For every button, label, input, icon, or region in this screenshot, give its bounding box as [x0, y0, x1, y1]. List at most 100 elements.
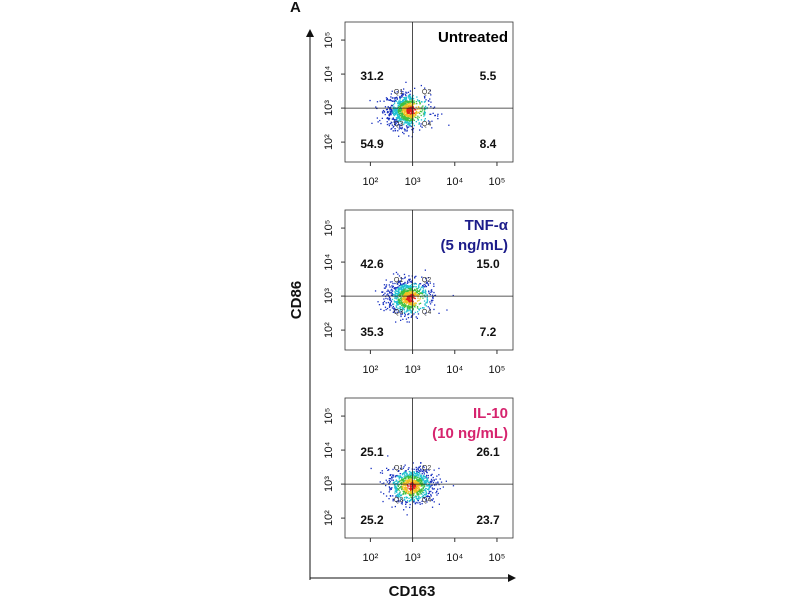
event-dot: [424, 292, 427, 294]
event-dot: [389, 292, 391, 294]
event-dot: [391, 294, 393, 296]
event-dot: [410, 489, 412, 492]
event-dot: [405, 290, 407, 293]
event-dot: [418, 289, 421, 291]
event-dot: [403, 287, 405, 289]
event-dot: [397, 281, 399, 283]
event-dot: [403, 480, 406, 482]
event-dot: [397, 101, 399, 103]
event-dot: [416, 474, 418, 476]
event-dot: [426, 302, 428, 304]
event-dot: [402, 294, 404, 296]
event-dot: [404, 471, 406, 473]
event-dot: [403, 103, 405, 105]
event-dot: [417, 478, 419, 481]
event-dot: [404, 285, 407, 287]
quadrant-events: [371, 108, 414, 138]
y-tick-label: 10³: [323, 100, 335, 116]
event-dot: [415, 286, 417, 288]
event-dot: [417, 493, 419, 495]
event-dot: [409, 286, 412, 288]
event-dot: [413, 493, 415, 495]
event-dot: [403, 108, 405, 110]
event-dot: [392, 474, 395, 476]
event-dot: [412, 94, 414, 97]
event-dot: [414, 480, 417, 482]
event-dot: [419, 307, 422, 310]
event-dot: [405, 318, 408, 320]
event-dot: [395, 119, 397, 121]
event-dot: [408, 291, 410, 294]
panel-label: A: [290, 0, 301, 16]
event-dot: [399, 467, 402, 469]
quadrant-events: [412, 296, 448, 319]
event-dot: [403, 289, 405, 292]
event-dot: [402, 493, 404, 495]
event-dot: [415, 492, 417, 494]
event-dot: [392, 468, 394, 471]
event-dot: [427, 485, 429, 487]
y-tick-label: 10⁴: [323, 441, 335, 458]
event-dot: [428, 497, 430, 500]
quadrant-name: Q2: [422, 465, 431, 472]
event-dot: [393, 106, 395, 108]
quadrant-value: 8.4: [480, 137, 497, 151]
event-dot: [417, 500, 419, 502]
event-dot: [390, 123, 392, 125]
event-dot: [397, 481, 399, 484]
event-dot: [410, 290, 413, 292]
x-tick-label: 10⁵: [489, 552, 506, 564]
event-dot: [408, 500, 410, 503]
event-dot: [410, 472, 412, 475]
event-dot: [395, 480, 397, 483]
event-dot: [401, 116, 403, 118]
event-dot: [380, 491, 382, 493]
event-dot: [386, 467, 388, 469]
event-dot: [413, 499, 415, 502]
event-dot: [408, 124, 410, 126]
event-dot: [431, 492, 434, 494]
event-dot: [405, 503, 407, 505]
event-dot: [406, 501, 408, 503]
event-dot: [401, 488, 403, 490]
event-dot: [401, 126, 403, 128]
event-dot: [384, 306, 387, 308]
event-dot: [385, 97, 388, 99]
event-dot: [409, 108, 411, 110]
event-dot: [417, 115, 419, 117]
event-dot: [404, 293, 406, 295]
event-dot: [425, 285, 428, 288]
event-dot: [384, 292, 386, 294]
event-dot: [410, 311, 413, 313]
event-dot: [394, 296, 396, 298]
event-dot: [415, 302, 417, 304]
event-dot: [434, 114, 436, 117]
event-dot: [416, 472, 418, 475]
event-dot: [401, 501, 403, 503]
event-dot: [416, 495, 418, 498]
event-dot: [401, 303, 403, 306]
event-dot: [396, 309, 398, 311]
event-dot: [426, 294, 428, 296]
event-dot: [406, 489, 409, 491]
event-dot: [398, 118, 400, 120]
event-dot: [401, 117, 403, 119]
event-dot: [420, 475, 422, 477]
event-dot: [423, 307, 425, 309]
event-dot: [400, 105, 402, 108]
event-dot: [400, 494, 403, 496]
event-dot: [407, 487, 409, 489]
event-dot: [379, 472, 382, 474]
event-dot: [405, 103, 407, 105]
event-dot: [421, 500, 423, 502]
event-dot: [386, 307, 389, 310]
event-dot: [398, 484, 400, 486]
event-dot: [405, 497, 408, 499]
event-dot: [389, 296, 391, 299]
event-dot: [423, 486, 425, 488]
event-dot: [391, 293, 393, 295]
quadrant-name: Q4: [422, 309, 431, 316]
event-dot: [412, 481, 415, 483]
event-dot: [425, 481, 427, 483]
event-dot: [431, 294, 434, 296]
